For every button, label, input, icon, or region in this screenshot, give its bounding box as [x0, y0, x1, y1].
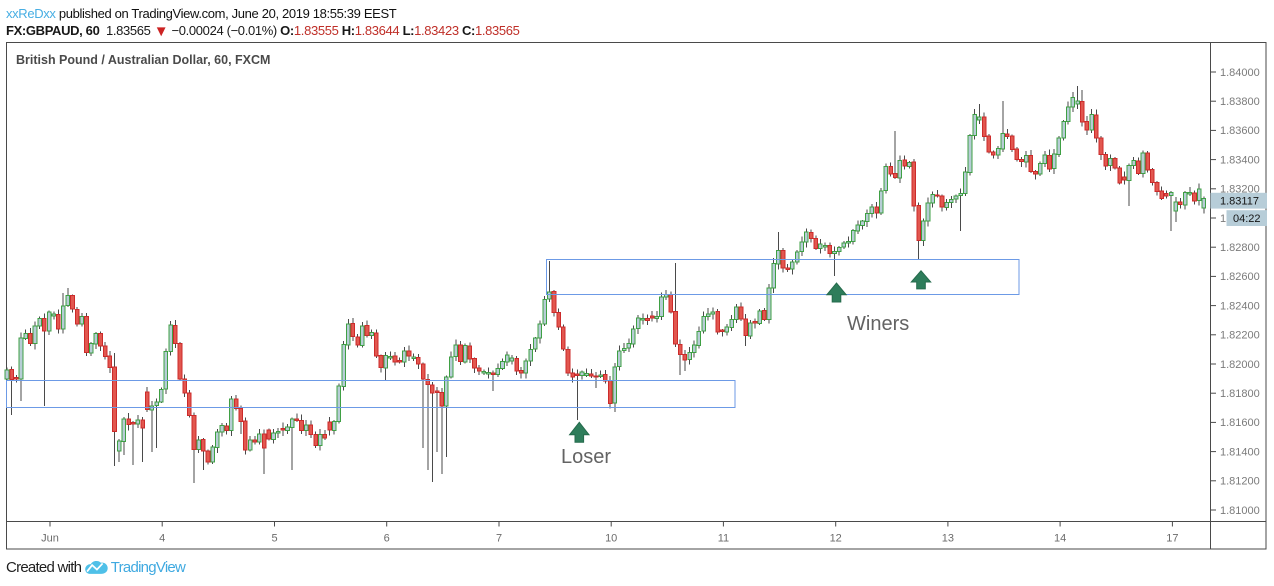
svg-text:11: 11	[718, 533, 729, 545]
svg-text:1.81200: 1.81200	[1220, 476, 1260, 488]
svg-text:1.83117: 1.83117	[1220, 196, 1259, 208]
svg-text:1.82200: 1.82200	[1220, 330, 1260, 342]
svg-text:1.81000: 1.81000	[1220, 505, 1260, 517]
svg-text:1.82600: 1.82600	[1220, 271, 1260, 283]
svg-text:1.81800: 1.81800	[1220, 388, 1260, 400]
svg-text:Winers: Winers	[847, 313, 909, 335]
svg-text:1.81400: 1.81400	[1220, 446, 1260, 458]
svg-text:Jun: Jun	[41, 533, 59, 545]
svg-text:Loser: Loser	[561, 446, 611, 468]
svg-text:1.82800: 1.82800	[1220, 242, 1260, 254]
svg-text:7: 7	[496, 533, 502, 545]
svg-text:12: 12	[830, 533, 842, 545]
svg-text:6: 6	[384, 533, 390, 545]
svg-text:1.83800: 1.83800	[1220, 96, 1260, 108]
svg-text:1.84000: 1.84000	[1220, 67, 1260, 79]
svg-text:10: 10	[605, 533, 617, 545]
svg-text:14: 14	[1054, 533, 1066, 545]
svg-text:13: 13	[942, 533, 954, 545]
svg-text:4: 4	[159, 533, 165, 545]
svg-text:1.83200: 1.83200	[1220, 184, 1260, 196]
svg-text:04:22: 04:22	[1233, 213, 1261, 225]
svg-text:5: 5	[271, 533, 277, 545]
svg-text:17: 17	[1166, 533, 1178, 545]
svg-text:1.82400: 1.82400	[1220, 300, 1260, 312]
svg-text:1.82000: 1.82000	[1220, 359, 1260, 371]
svg-text:1.81600: 1.81600	[1220, 417, 1260, 429]
svg-text:1.83400: 1.83400	[1220, 154, 1260, 166]
svg-text:1.83600: 1.83600	[1220, 125, 1260, 137]
